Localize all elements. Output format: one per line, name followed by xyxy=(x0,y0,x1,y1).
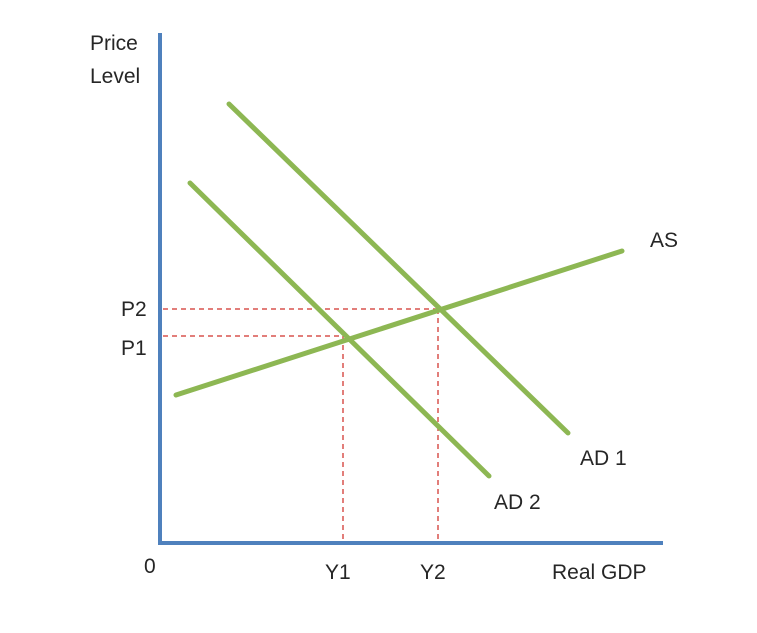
x-axis-label: Real GDP xyxy=(552,561,647,584)
p2-label: P2 xyxy=(121,298,147,321)
y1-label: Y1 xyxy=(325,561,351,584)
ad1-curve xyxy=(226,101,571,436)
as-label: AS xyxy=(650,229,678,252)
y2-label: Y2 xyxy=(420,561,446,584)
as-curve xyxy=(173,248,625,398)
ad2-curve xyxy=(187,180,492,479)
ad2-label: AD 2 xyxy=(494,491,541,514)
y-axis-label-level: Level xyxy=(90,65,140,88)
p1-label: P1 xyxy=(121,337,147,360)
origin-label: 0 xyxy=(144,555,156,578)
y-axis-label-price: Price xyxy=(90,32,138,55)
ad1-label: AD 1 xyxy=(580,447,627,470)
